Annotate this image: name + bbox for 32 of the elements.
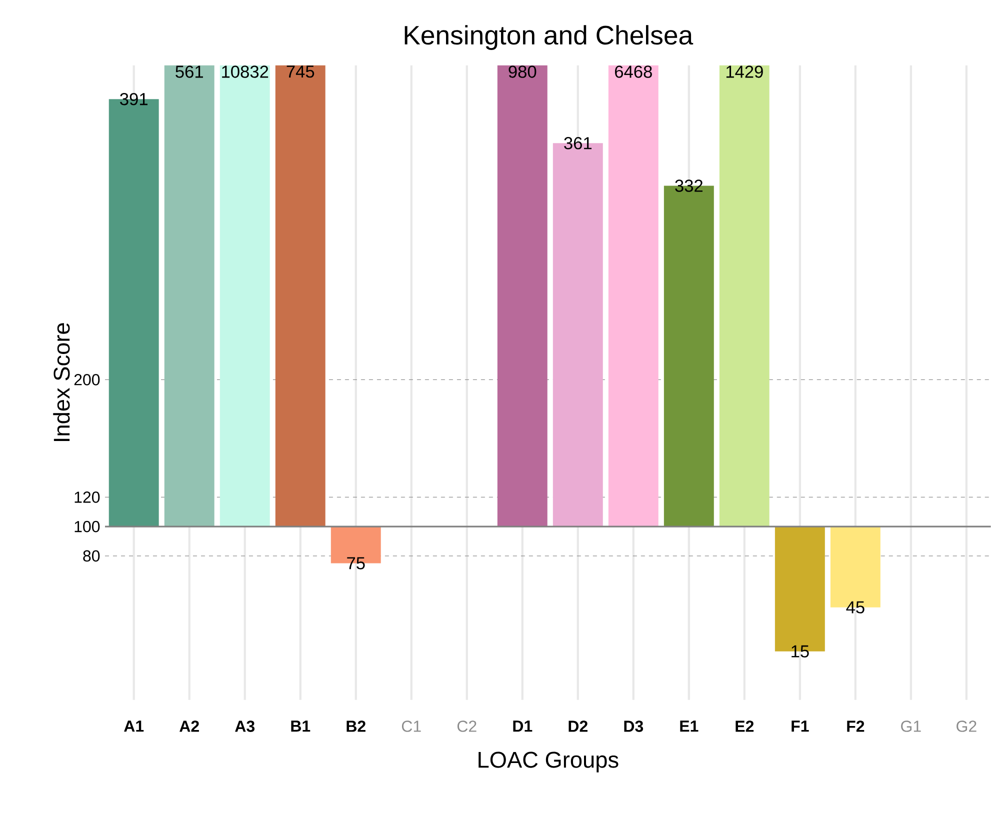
- data-label: 361: [564, 137, 592, 150]
- y-tick-label: 200: [74, 374, 100, 386]
- y-tick-label: 100: [74, 520, 100, 532]
- data-label: 45: [846, 601, 864, 614]
- x-tick-label: C2: [457, 720, 476, 732]
- x-tick-label: A2: [180, 720, 199, 732]
- x-tick-label: D1: [513, 720, 532, 732]
- data-label: 745: [286, 66, 314, 78]
- x-tick-label: D3: [624, 720, 644, 732]
- x-tick-label: G2: [956, 720, 976, 732]
- data-label: 561: [176, 66, 203, 78]
- x-axis-title: LOAC Groups: [478, 752, 618, 772]
- x-tick-label: B1: [291, 720, 310, 732]
- x-tick-label: F2: [847, 720, 864, 732]
- x-tick-label: C1: [402, 720, 421, 732]
- x-tick-label: G1: [901, 720, 921, 732]
- data-label: 6468: [615, 66, 652, 78]
- data-label: 1429: [726, 66, 763, 78]
- x-tick-label: A3: [235, 720, 255, 732]
- data-label: 75: [347, 557, 365, 570]
- x-tick-label: B2: [346, 720, 366, 732]
- data-label: 980: [508, 66, 536, 78]
- y-tick-label: 120: [74, 492, 100, 503]
- x-tick-label: E2: [736, 720, 754, 732]
- x-tick-label: F1: [792, 720, 809, 732]
- x-tick-label: E1: [680, 720, 698, 732]
- y-axis-title: Index Score: [53, 323, 70, 442]
- x-tick-label: A1: [124, 720, 144, 732]
- data-label: 10832: [222, 66, 268, 78]
- x-tick-label: D2: [568, 720, 588, 732]
- y-tick-label: 80: [83, 550, 100, 562]
- chart-title: Kensington and Chelsea: [404, 25, 694, 50]
